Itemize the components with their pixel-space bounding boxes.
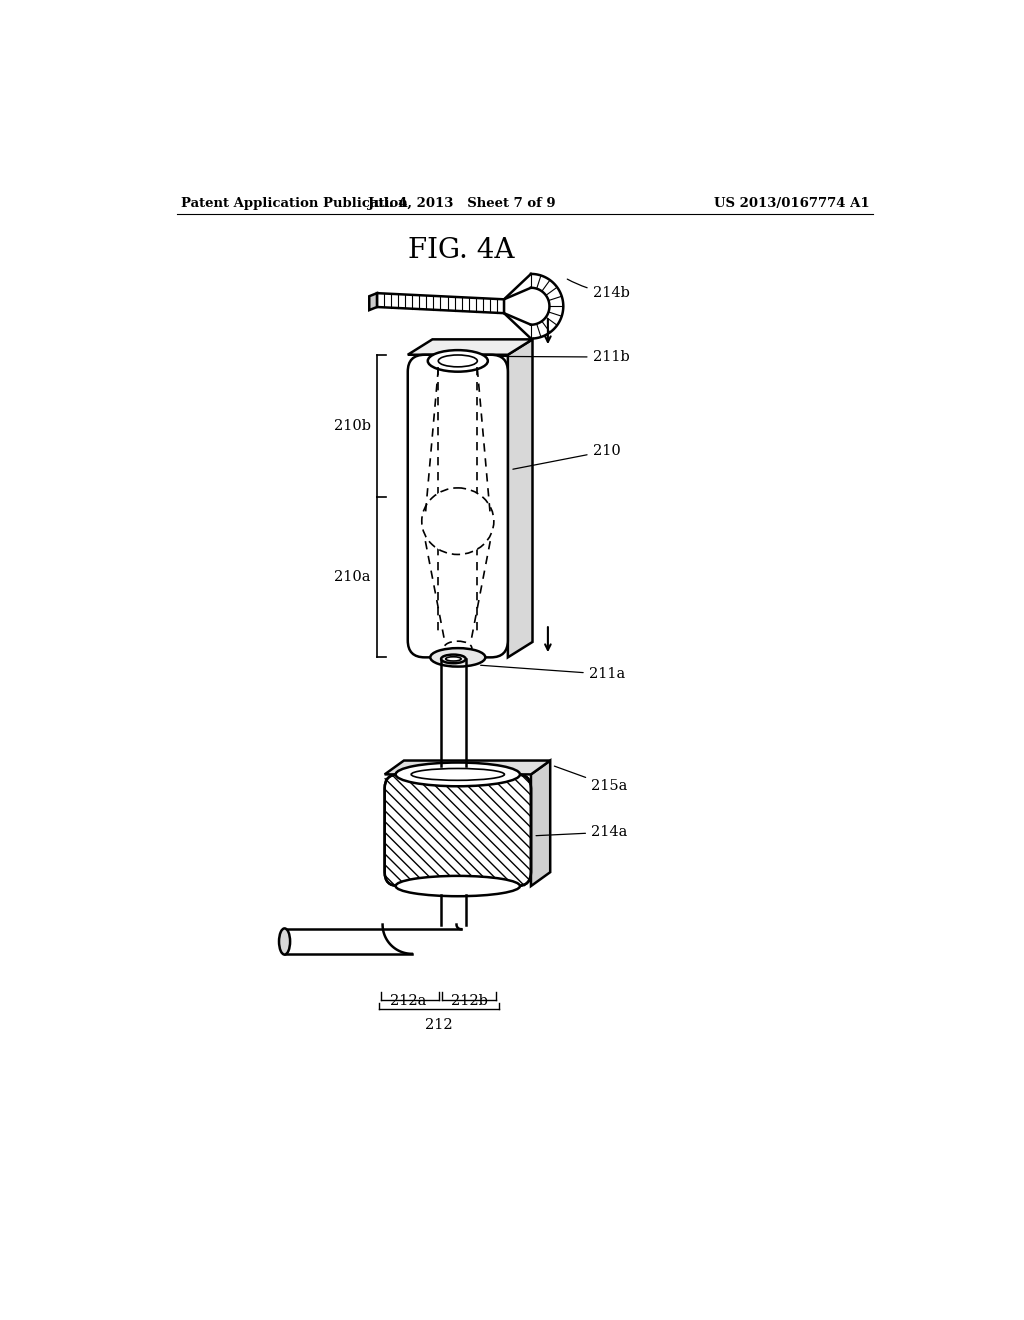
Ellipse shape [445,657,461,661]
Text: 212a: 212a [389,994,426,1008]
Ellipse shape [412,768,505,780]
Polygon shape [531,760,550,886]
Text: 214b: 214b [567,279,630,300]
Text: Jul. 4, 2013   Sheet 7 of 9: Jul. 4, 2013 Sheet 7 of 9 [368,197,555,210]
Ellipse shape [428,350,487,372]
Text: 212: 212 [425,1019,453,1032]
Text: FIG. 4A: FIG. 4A [409,238,515,264]
Polygon shape [508,339,532,657]
Ellipse shape [441,655,466,663]
Ellipse shape [279,928,290,954]
Ellipse shape [395,876,520,896]
Ellipse shape [422,488,494,554]
FancyBboxPatch shape [408,355,508,657]
Text: 210: 210 [513,444,621,469]
Text: 210a: 210a [334,570,371,585]
Text: 211a: 211a [480,665,625,681]
Text: US 2013/0167774 A1: US 2013/0167774 A1 [714,197,869,210]
Polygon shape [408,339,532,355]
Polygon shape [377,293,504,313]
Ellipse shape [438,355,477,367]
Text: 210b: 210b [334,418,371,433]
Text: 211b: 211b [478,350,630,364]
Text: 214a: 214a [536,825,628,840]
Ellipse shape [443,642,472,655]
Polygon shape [370,293,377,310]
Text: 215a: 215a [554,766,628,793]
Ellipse shape [395,763,520,787]
Ellipse shape [430,648,485,667]
Polygon shape [385,760,550,775]
FancyBboxPatch shape [385,775,531,886]
Text: Patent Application Publication: Patent Application Publication [180,197,408,210]
Text: 212b: 212b [451,994,487,1008]
